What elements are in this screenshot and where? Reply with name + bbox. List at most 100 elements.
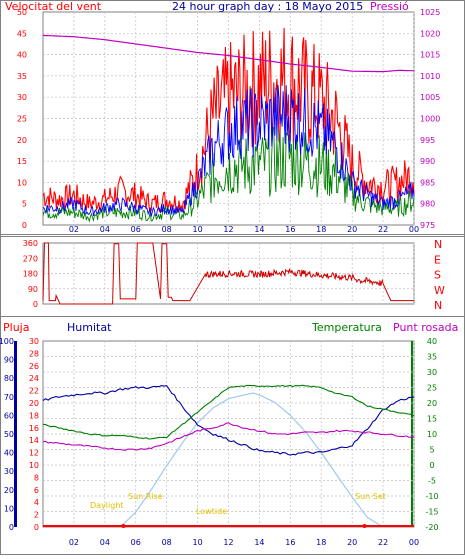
wind-hour-tick: 12 xyxy=(223,225,233,234)
dewpoint-axis-label: Punt rosada xyxy=(393,321,458,334)
wind-series xyxy=(42,27,415,223)
wind-speed-tick: 10 xyxy=(17,178,27,187)
temperature-tick: 25 xyxy=(427,384,437,393)
temperature-axis-label: Temperatura xyxy=(311,321,382,334)
rain-tick: 2 xyxy=(34,511,39,520)
humidity-tick: 70 xyxy=(4,393,14,402)
humidity-tick: 50 xyxy=(4,430,14,439)
wind-hour-tick: 04 xyxy=(100,225,110,234)
direction-ticks: 0 N 90 W 180 S 270 E 360 N xyxy=(23,238,445,312)
pressure-tick: 975 xyxy=(420,221,435,230)
wind-speed-tick: 35 xyxy=(17,72,27,81)
direction-line xyxy=(42,242,414,305)
temp-hour-tick: 12 xyxy=(223,538,233,547)
temperature-tick: -15 xyxy=(425,508,438,517)
pressure-tick: 1010 xyxy=(420,72,440,81)
rain-tick: 20 xyxy=(29,399,39,408)
temp-hour-tick: 22 xyxy=(378,538,388,547)
temp-hour-tick: 18 xyxy=(316,538,326,547)
pressure-tick: 1015 xyxy=(420,51,440,60)
rain-tick: 8 xyxy=(34,473,39,482)
pressure-tick: 1000 xyxy=(420,115,440,124)
rain-tick: 22 xyxy=(29,387,39,396)
wind-speed-axis-label: Velocitat del vent xyxy=(5,0,102,13)
wind-gust-line xyxy=(42,27,415,215)
wind-speed-tick: 0 xyxy=(22,221,27,230)
sunrise-label: Sun Rise xyxy=(128,492,163,501)
rain-tick: 16 xyxy=(29,424,39,433)
temp-hour-tick: 08 xyxy=(162,538,172,547)
temperature-tick: 20 xyxy=(427,399,437,408)
pressure-tick: 985 xyxy=(420,178,435,187)
pressure-tick: 1005 xyxy=(420,93,440,102)
pressure-tick: 1025 xyxy=(420,8,440,17)
compass-tick: N xyxy=(434,238,442,251)
humidity-tick: 20 xyxy=(4,486,14,495)
rain-axis-label: Pluja xyxy=(3,321,29,334)
rain-tick: 26 xyxy=(29,362,39,371)
wind-speed-tick: 40 xyxy=(17,51,27,60)
temperature-tick: 15 xyxy=(427,415,437,424)
temperature-tick: 0 xyxy=(429,461,434,470)
rain-tick: 30 xyxy=(29,337,39,346)
humidity-tick: 10 xyxy=(4,504,14,513)
temp-series xyxy=(42,384,415,528)
temp-hour-tick: 10 xyxy=(192,538,202,547)
wind-speed-tick: 15 xyxy=(17,157,27,166)
rain-tick: 14 xyxy=(29,436,39,445)
direction-tick: 270 xyxy=(23,254,38,263)
wind-hour-tick: 18 xyxy=(316,225,326,234)
temp-hour-tick: 20 xyxy=(347,538,357,547)
temperature-tick: 5 xyxy=(429,446,434,455)
wind-avg_green-line xyxy=(42,126,415,223)
compass-tick: S xyxy=(434,269,441,282)
lowtide-label: Lowtide xyxy=(196,507,227,516)
rain-tick: 10 xyxy=(29,461,39,470)
temperature-tick: -5 xyxy=(428,477,436,486)
direction-series xyxy=(42,242,414,305)
wind-hour-tick: 00 xyxy=(409,225,419,234)
rain-tick: 18 xyxy=(29,411,39,420)
temperature-tick: 40 xyxy=(427,337,437,346)
wind-hour-tick: 08 xyxy=(162,225,172,234)
humidity-tick: 90 xyxy=(4,356,14,365)
rain-tick: 24 xyxy=(29,374,39,383)
pressure-line xyxy=(42,34,415,73)
daylight-label: Daylight xyxy=(90,501,124,510)
wind-avg-line xyxy=(42,84,415,217)
rain-tick: 4 xyxy=(34,498,39,507)
compass-tick: N xyxy=(434,299,442,312)
humidity-tick: 30 xyxy=(4,467,14,476)
temperature-tick: -10 xyxy=(425,492,438,501)
temperature-line xyxy=(42,384,415,440)
humidity-tick: 100 xyxy=(0,337,14,346)
direction-tick: 360 xyxy=(23,239,38,248)
compass-tick: W xyxy=(434,284,445,297)
wind-hour-tick: 14 xyxy=(254,225,264,234)
temp-hour-tick: 00 xyxy=(409,538,419,547)
temp-hour-tick: 16 xyxy=(285,538,295,547)
temp-hour-tick: 04 xyxy=(100,538,110,547)
wind-speed-tick: 45 xyxy=(17,29,27,38)
wind-speed-tick: 5 xyxy=(22,200,27,209)
temperature-tick: 30 xyxy=(427,368,437,377)
direction-tick: 180 xyxy=(23,270,38,279)
pressure-tick: 980 xyxy=(420,200,435,209)
pressure-tick: 1020 xyxy=(420,29,440,38)
humidity-tick: 40 xyxy=(4,449,14,458)
wind-hour-tick: 22 xyxy=(378,225,388,234)
temp-hour-tick: 02 xyxy=(69,538,79,547)
wind-speed-tick: 20 xyxy=(17,136,27,145)
rain-tick: 0 xyxy=(34,523,39,532)
temp-hour-tick: 06 xyxy=(131,538,141,547)
temperature-tick: 35 xyxy=(427,353,437,362)
wind-speed-tick: 30 xyxy=(17,93,27,102)
graph-title: 24 hour graph day : 18 Mayo 2015 xyxy=(172,0,363,13)
humidity-tick: 80 xyxy=(4,374,14,383)
wind-hour-tick: 16 xyxy=(285,225,295,234)
pressure-tick: 995 xyxy=(420,136,435,145)
humidity-line xyxy=(42,385,415,456)
rain-tick: 28 xyxy=(29,349,39,358)
